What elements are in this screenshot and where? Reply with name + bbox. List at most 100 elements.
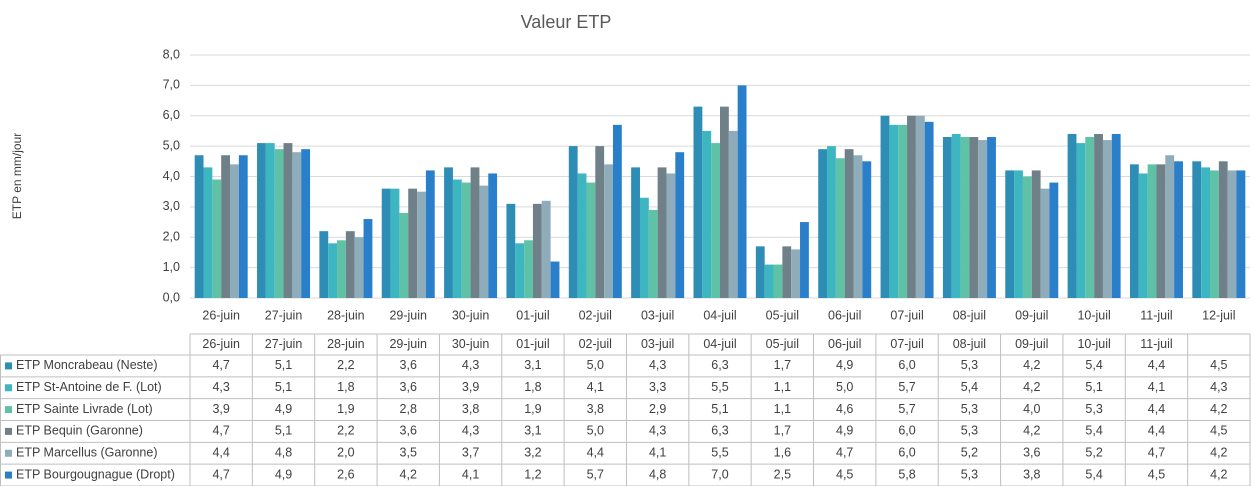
bar xyxy=(755,246,765,298)
table-cell: 4,9 xyxy=(836,358,853,372)
table-header: 01-juil xyxy=(516,337,549,351)
table-cell: 4,9 xyxy=(275,402,292,416)
legend-label: ETP St-Antoine de F. (Lot) xyxy=(16,380,162,394)
bar xyxy=(1156,164,1166,298)
bar xyxy=(194,155,204,298)
legend-key xyxy=(5,384,12,392)
table-header: 03-juil xyxy=(641,337,674,351)
table-cell: 5,3 xyxy=(961,467,978,481)
y-tick-label: 8,0 xyxy=(163,47,180,61)
table-cell: 4,3 xyxy=(212,380,229,394)
table-cell: 3,9 xyxy=(212,402,229,416)
table-cell: 4,3 xyxy=(462,358,479,372)
table-cell: 4,2 xyxy=(1023,358,1040,372)
table-cell: 4,3 xyxy=(649,424,666,438)
x-tick-label: 01-juil xyxy=(516,308,549,322)
table-cell: 6,3 xyxy=(711,358,728,372)
table-cell: 4,4 xyxy=(587,446,604,460)
table-cell: 4,8 xyxy=(649,467,666,481)
table-cell: 3,8 xyxy=(462,402,479,416)
bar xyxy=(693,106,703,298)
bar xyxy=(773,264,783,298)
bar xyxy=(399,212,409,298)
legend-key xyxy=(5,449,12,457)
table-cell: 4,9 xyxy=(275,467,292,481)
table-cell: 4,4 xyxy=(1148,402,1165,416)
bar xyxy=(853,155,863,298)
bar xyxy=(515,243,525,298)
bar xyxy=(301,149,311,298)
bar xyxy=(577,173,587,298)
bar xyxy=(835,158,845,298)
table-header: 29-juin xyxy=(389,337,427,351)
bar xyxy=(827,146,836,298)
bar xyxy=(461,182,471,298)
table-header: 04-juil xyxy=(703,337,736,351)
table-header: 11-juil xyxy=(1140,337,1172,351)
x-tick-label: 12-juil xyxy=(1202,308,1235,322)
bar xyxy=(1049,182,1059,298)
bar xyxy=(265,143,275,298)
legend-label: ETP Marcellus (Garonne) xyxy=(16,446,158,460)
table-cell: 4,1 xyxy=(587,380,604,394)
table-cell: 5,1 xyxy=(275,424,292,438)
table-cell: 5,5 xyxy=(711,380,728,394)
table-cell: 1,6 xyxy=(774,446,791,460)
bar xyxy=(283,143,293,298)
x-tick-label: 06-juil xyxy=(828,308,861,322)
table-cell: 2,5 xyxy=(774,467,791,481)
bar xyxy=(595,146,605,298)
table-cell: 7,0 xyxy=(711,467,728,481)
bar xyxy=(1040,188,1050,298)
y-tick-label: 0,0 xyxy=(163,290,180,304)
table-cell: 5,4 xyxy=(1085,358,1102,372)
table-header: 26-juin xyxy=(202,337,240,351)
bar xyxy=(1201,167,1210,298)
table-cell: 5,0 xyxy=(587,424,604,438)
legend-key xyxy=(5,427,12,435)
x-tick-label: 11-juil xyxy=(1140,308,1172,322)
table-cell: 4,3 xyxy=(1210,380,1227,394)
table-header: 28-juin xyxy=(327,337,365,351)
bar xyxy=(363,219,373,298)
x-tick-label: 02-juil xyxy=(579,308,612,322)
bar xyxy=(657,167,667,298)
table-cell: 4,5 xyxy=(1148,467,1165,481)
bar xyxy=(354,237,364,298)
table-header: 05-juil xyxy=(766,337,799,351)
y-tick-label: 1,0 xyxy=(163,260,180,274)
table-cell: 3,2 xyxy=(524,446,541,460)
legend-label: ETP Bourgougnague (Dropt) xyxy=(16,467,175,481)
table-cell: 4,5 xyxy=(836,467,853,481)
table-cell: 4,8 xyxy=(275,446,292,460)
bar xyxy=(1192,161,1202,298)
bar xyxy=(1236,170,1246,298)
table-header: 08-juil xyxy=(953,337,986,351)
x-tick-label: 26-juin xyxy=(202,308,240,322)
bar xyxy=(631,167,640,298)
table-cell: 4,1 xyxy=(462,467,479,481)
bar xyxy=(292,152,302,298)
table-cell: 4,2 xyxy=(1023,380,1040,394)
table-cell: 4,9 xyxy=(836,424,853,438)
x-tick-label: 05-juil xyxy=(766,308,799,322)
table-cell: 5,7 xyxy=(898,402,915,416)
table-cell: 1,7 xyxy=(774,424,791,438)
y-tick-label: 5,0 xyxy=(163,138,180,152)
table-cell: 4,1 xyxy=(649,446,666,460)
bar xyxy=(319,231,329,298)
table-cell: 5,1 xyxy=(275,358,292,372)
table-header: 09-juil xyxy=(1015,337,1048,351)
legend-label: ETP Moncrabeau (Neste) xyxy=(16,358,158,372)
table-cell: 5,7 xyxy=(587,467,604,481)
bar xyxy=(969,137,979,298)
table-cell: 3,6 xyxy=(400,424,417,438)
bar xyxy=(889,124,899,298)
bar xyxy=(711,143,720,298)
bar xyxy=(604,164,613,298)
bar xyxy=(524,240,533,298)
table-cell: 2,8 xyxy=(400,402,417,416)
bar xyxy=(915,115,925,298)
bar xyxy=(532,203,542,298)
bar xyxy=(1067,133,1077,298)
